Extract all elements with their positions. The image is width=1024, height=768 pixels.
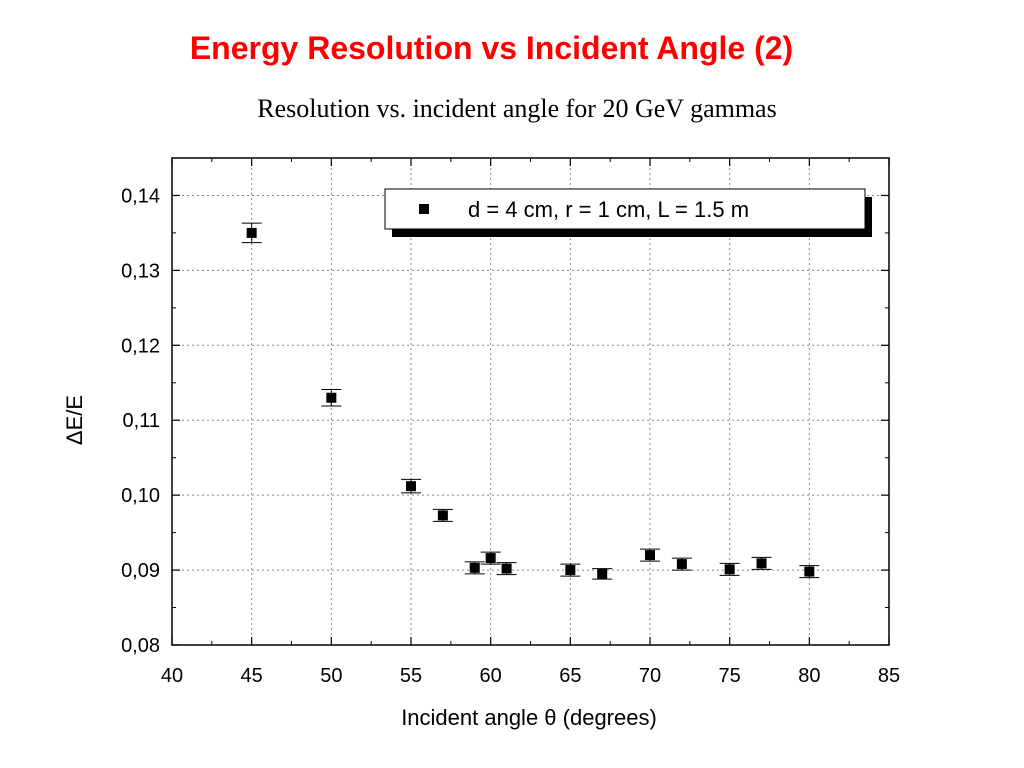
data-marker [469, 562, 480, 573]
legend: d = 4 cm, r = 1 cm, L = 1.5 m [384, 188, 872, 237]
data-marker [485, 553, 496, 564]
x-tick-label: 75 [719, 665, 741, 687]
data-marker [676, 559, 687, 570]
y-tick-label: 0,14 [121, 185, 160, 207]
chart-title: Resolution vs. incident angle for 20 GeV… [257, 94, 776, 123]
data-point [799, 565, 820, 579]
x-tick-label: 85 [878, 665, 900, 687]
data-point [496, 562, 517, 576]
data-marker [756, 558, 767, 569]
data-point [401, 478, 421, 494]
data-marker [501, 563, 512, 574]
data-point [432, 508, 453, 522]
y-axis-ticks: 0,08 0,09 0,10 0,11 0,12 0,13 0,14 [121, 185, 889, 657]
data-marker [645, 550, 655, 561]
y-tick-label: 0,10 [121, 485, 160, 507]
y-tick-label: 0,09 [121, 560, 160, 582]
data-marker [246, 227, 257, 238]
x-tick-label: 50 [320, 665, 342, 687]
x-tick-label: 65 [559, 665, 581, 687]
x-axis-label: Incident angle θ (degrees) [401, 705, 657, 730]
data-point [464, 561, 485, 575]
x-tick-label: 40 [161, 665, 183, 687]
data-point [671, 557, 692, 571]
data-marker [406, 481, 416, 492]
y-tick-label: 0,11 [123, 410, 160, 432]
data-point [560, 563, 581, 577]
y-tick-label: 0,13 [121, 260, 160, 282]
data-point [321, 389, 342, 407]
data-point [480, 551, 501, 565]
x-tick-label: 60 [480, 665, 502, 687]
legend-entry: d = 4 cm, r = 1 cm, L = 1.5 m [468, 197, 749, 222]
data-point [751, 556, 772, 570]
legend-box [384, 188, 866, 230]
data-marker [804, 566, 815, 577]
data-marker [724, 564, 735, 575]
x-tick-label: 55 [400, 665, 422, 687]
data-point [592, 568, 613, 580]
data-marker [326, 392, 337, 403]
x-axis-ticks: 40 45 50 55 60 65 70 75 80 85 [161, 158, 900, 687]
slide-title: Energy Resolution vs Incident Angle (2) [189, 30, 794, 66]
data-marker [565, 565, 576, 576]
data-point [640, 548, 660, 562]
y-tick-label: 0,08 [121, 635, 160, 657]
y-axis-label: ΔE/E [62, 395, 87, 445]
x-tick-label: 70 [639, 665, 661, 687]
data-point [241, 222, 262, 244]
y-tick-label: 0,12 [121, 335, 160, 357]
legend-marker [419, 204, 429, 214]
x-tick-label: 45 [241, 665, 263, 687]
data-points [241, 222, 820, 580]
data-point [719, 562, 740, 576]
x-tick-label: 80 [798, 665, 820, 687]
data-marker [597, 568, 608, 579]
data-marker [437, 510, 448, 521]
